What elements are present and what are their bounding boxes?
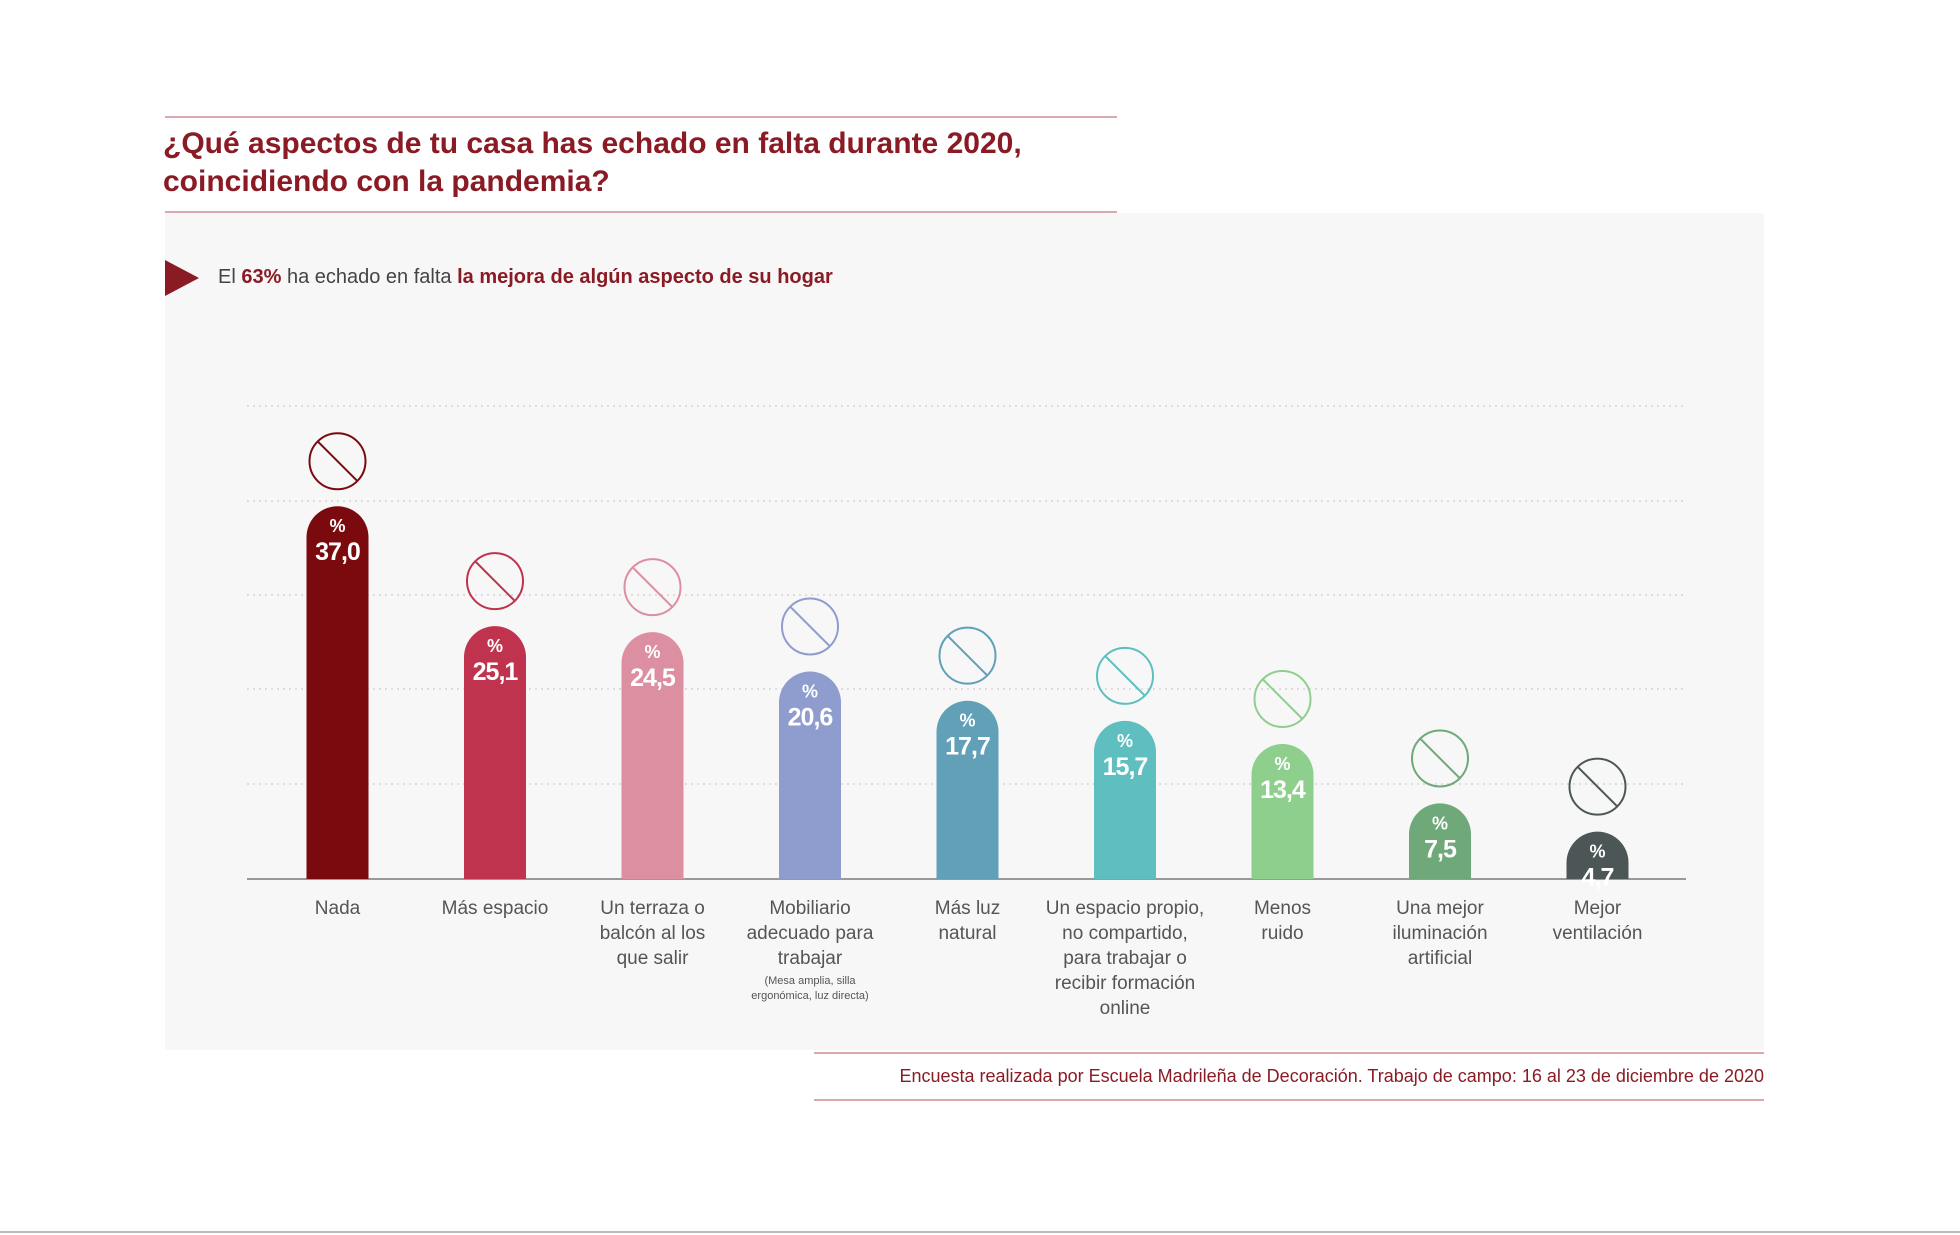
unit-label: % [802, 681, 818, 701]
value-label: 17,7 [945, 733, 990, 761]
value-label: 20,6 [788, 703, 833, 731]
subtitle-highlight: la mejora de algún aspecto de su hogar [457, 266, 833, 288]
value-label: 15,7 [1103, 753, 1148, 781]
x-tick-label: Un espacio propio, no compartido, para t… [1045, 898, 1205, 1019]
icon-shape [474, 560, 516, 602]
rule [165, 116, 1117, 118]
value-label: 4,7 [1582, 864, 1614, 892]
icon-shape [1104, 655, 1146, 697]
icon-shape [1253, 669, 1312, 728]
value-label: 25,1 [473, 658, 519, 686]
bar [306, 506, 369, 879]
icon-shape [1261, 678, 1304, 720]
value-label: 7,5 [1424, 835, 1457, 863]
icon-shape [631, 566, 674, 608]
icon [938, 626, 997, 685]
bar [1094, 720, 1156, 879]
unit-label: % [1274, 754, 1290, 774]
x-tick-label: Mejor ventilación [1552, 898, 1643, 944]
rule [814, 1099, 1764, 1101]
icon-shape [946, 634, 989, 677]
unit-label: % [329, 516, 345, 536]
subtitle-text: El [218, 266, 236, 288]
icon [308, 432, 367, 491]
x-tick-label: Una mejor iluminación artificial [1392, 898, 1488, 969]
source: Encuesta realizada por Escuela Madrileña… [899, 1066, 1764, 1086]
subtitle-highlight: 63% [241, 266, 282, 288]
value-label: 13,4 [1260, 776, 1306, 804]
rule [165, 211, 1117, 213]
bar [464, 626, 526, 879]
icon-shape [1096, 646, 1154, 705]
icon-shape [308, 432, 367, 491]
panel [165, 213, 1764, 1050]
category-note: (Mesa amplia, silla ergonómica, luz dire… [751, 975, 869, 1002]
icon [1096, 646, 1154, 705]
icon [781, 597, 839, 656]
unit-label: % [959, 711, 975, 731]
x-tick-label: Más espacio [441, 898, 549, 919]
unit-label: % [1589, 842, 1605, 862]
icon [466, 552, 524, 611]
icon-shape [316, 440, 359, 482]
x-tick-label: Un terraza o balcón al los que salir [599, 898, 706, 969]
icon-shape [1576, 765, 1619, 808]
marker [165, 260, 199, 296]
rule [814, 1052, 1764, 1054]
unit-label: % [1117, 731, 1133, 751]
bar [621, 632, 684, 879]
value-label: 24,5 [630, 664, 676, 692]
x-tick-label: Nada [314, 898, 361, 919]
icon-shape [1568, 757, 1627, 816]
unit-label: % [1432, 813, 1448, 833]
icon [623, 558, 682, 617]
bar [1409, 803, 1471, 879]
icon [1411, 729, 1469, 788]
icon-shape [1411, 729, 1469, 788]
chart-title: ¿Qué aspectos de tu casa has echado en f… [163, 127, 1022, 198]
icon-shape [781, 597, 839, 656]
x-tick-label: Menos ruido [1253, 898, 1312, 944]
subtitle-text: ha echado en falta [286, 266, 452, 288]
x-tick-label: Mobiliario adecuado para trabajar (Mesa a… [715, 896, 905, 1004]
icon-shape [623, 558, 682, 617]
icon-shape [466, 552, 524, 611]
bar [1566, 831, 1629, 879]
unit-label: % [644, 642, 660, 662]
icon-shape [1419, 737, 1461, 780]
icon-shape [789, 605, 831, 648]
bar [936, 700, 999, 879]
subtitle: El 63% ha echado en falta la mejora de a… [218, 266, 833, 289]
icon [1253, 669, 1312, 728]
x-tick-label: Más luz natural [934, 898, 1001, 944]
icon-shape [938, 626, 997, 685]
icon [1568, 757, 1627, 816]
value-label: 37,0 [315, 538, 360, 566]
bar [1251, 743, 1314, 879]
bar [779, 671, 841, 879]
unit-label: % [487, 636, 503, 656]
